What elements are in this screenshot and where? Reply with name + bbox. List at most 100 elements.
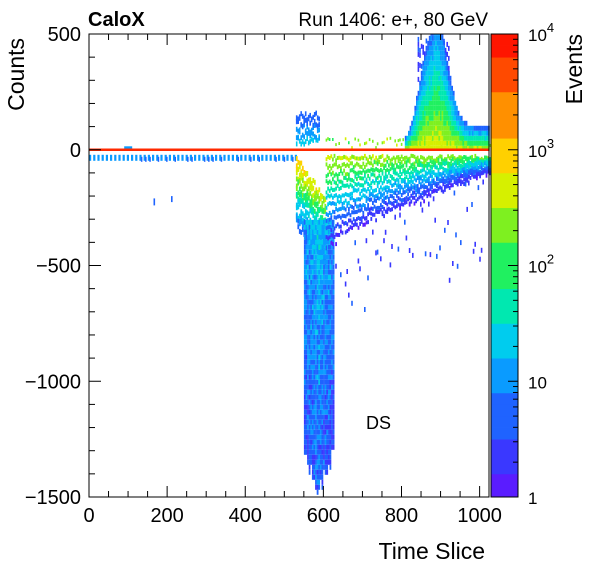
heat-cell <box>396 188 398 193</box>
heat-cell <box>362 193 365 198</box>
heat-cell <box>427 100 429 106</box>
heat-cell <box>307 186 310 192</box>
heat-cell <box>442 179 445 184</box>
heat-cell <box>370 161 373 166</box>
heat-cell <box>321 194 324 200</box>
heat-cell <box>476 135 479 141</box>
heat-cell <box>315 219 317 225</box>
heat-cell <box>318 384 321 390</box>
heat-cell <box>318 289 321 295</box>
heat-cell <box>308 404 311 410</box>
heat-cell <box>332 364 335 370</box>
heat-cell <box>430 70 433 76</box>
x-tick-label: 200 <box>150 505 183 527</box>
heat-cell <box>315 369 317 375</box>
heat-cell <box>418 190 421 195</box>
heat-cell <box>443 55 445 61</box>
heat-cell <box>472 135 474 141</box>
heat-cell <box>308 464 311 470</box>
heat-cell <box>428 65 431 71</box>
heat-cell <box>446 100 449 106</box>
heat-cell <box>416 176 419 181</box>
heat-cell <box>357 170 360 175</box>
heat-cell <box>208 156 210 162</box>
heat-cell <box>315 214 318 220</box>
heat-cell <box>392 203 395 208</box>
heat-cell <box>286 154 289 161</box>
colorbar-band <box>491 253 518 266</box>
heat-cell <box>437 181 440 186</box>
heat-cell <box>457 130 460 136</box>
heat-cell <box>416 145 418 151</box>
heat-cell <box>380 163 382 168</box>
heat-cell <box>359 170 361 175</box>
heat-cell <box>384 176 387 181</box>
heat-cell <box>469 161 472 165</box>
heat-cell <box>310 349 313 355</box>
heat-cell <box>327 329 330 335</box>
heat-cell <box>430 135 433 141</box>
heat-cell <box>456 263 459 269</box>
heat-cell <box>310 294 313 300</box>
heat-cell <box>303 339 306 345</box>
heat-cell <box>425 85 428 91</box>
heat-cell <box>443 38 445 44</box>
heat-cell <box>310 239 313 245</box>
heat-cell <box>436 181 438 186</box>
heat-cell <box>313 190 316 196</box>
heat-cell <box>316 239 319 245</box>
heat-cell <box>414 140 417 146</box>
heat-cell <box>298 192 301 198</box>
heat-cell <box>457 115 460 121</box>
heat-cell <box>425 50 428 56</box>
heat-cell <box>157 156 160 162</box>
heat-cell <box>435 34 437 36</box>
heat-cell <box>305 234 308 240</box>
heat-cell <box>315 314 317 320</box>
heat-cell <box>426 161 429 166</box>
heat-cell <box>356 161 358 166</box>
heat-cell <box>368 197 371 202</box>
heat-cell <box>466 158 469 163</box>
heat-cell <box>220 156 223 162</box>
heat-cell <box>329 429 332 435</box>
heat-cell <box>375 194 377 199</box>
heat-cell <box>433 45 436 51</box>
heat-cell <box>307 140 310 146</box>
heat-cell <box>456 167 459 172</box>
heat-cell <box>465 120 468 126</box>
heat-cell <box>329 454 332 460</box>
heat-cell <box>456 145 458 151</box>
heat-cell <box>383 166 385 170</box>
heat-cell <box>427 80 429 86</box>
heat-cell <box>311 324 314 330</box>
heat-cell <box>417 120 420 126</box>
heat-cell <box>297 159 300 165</box>
heat-cell <box>396 143 398 147</box>
heat-cell <box>441 140 444 146</box>
heat-cell <box>408 145 410 151</box>
heat-cell <box>311 274 314 280</box>
heat-cell <box>316 429 319 435</box>
heat-cell <box>354 210 357 215</box>
heat-cell <box>318 198 321 204</box>
heat-cell <box>456 130 458 136</box>
heat-cell <box>454 130 457 136</box>
heat-cell <box>316 439 319 445</box>
heat-cell <box>304 213 307 219</box>
heat-cell <box>373 194 376 199</box>
heat-cell <box>311 444 314 450</box>
heat-cell <box>349 225 352 230</box>
colorbar-band <box>491 172 518 185</box>
heat-cell <box>476 145 479 151</box>
heat-cell <box>378 196 381 201</box>
heat-cell <box>430 145 433 151</box>
heat-cell <box>432 188 435 193</box>
heat-cell <box>426 188 429 193</box>
heat-cell <box>446 70 449 76</box>
heat-cell <box>427 50 429 56</box>
heat-cell <box>365 238 368 244</box>
heat-cell <box>307 439 309 445</box>
heat-cell <box>444 130 447 136</box>
heat-cell <box>331 369 333 375</box>
